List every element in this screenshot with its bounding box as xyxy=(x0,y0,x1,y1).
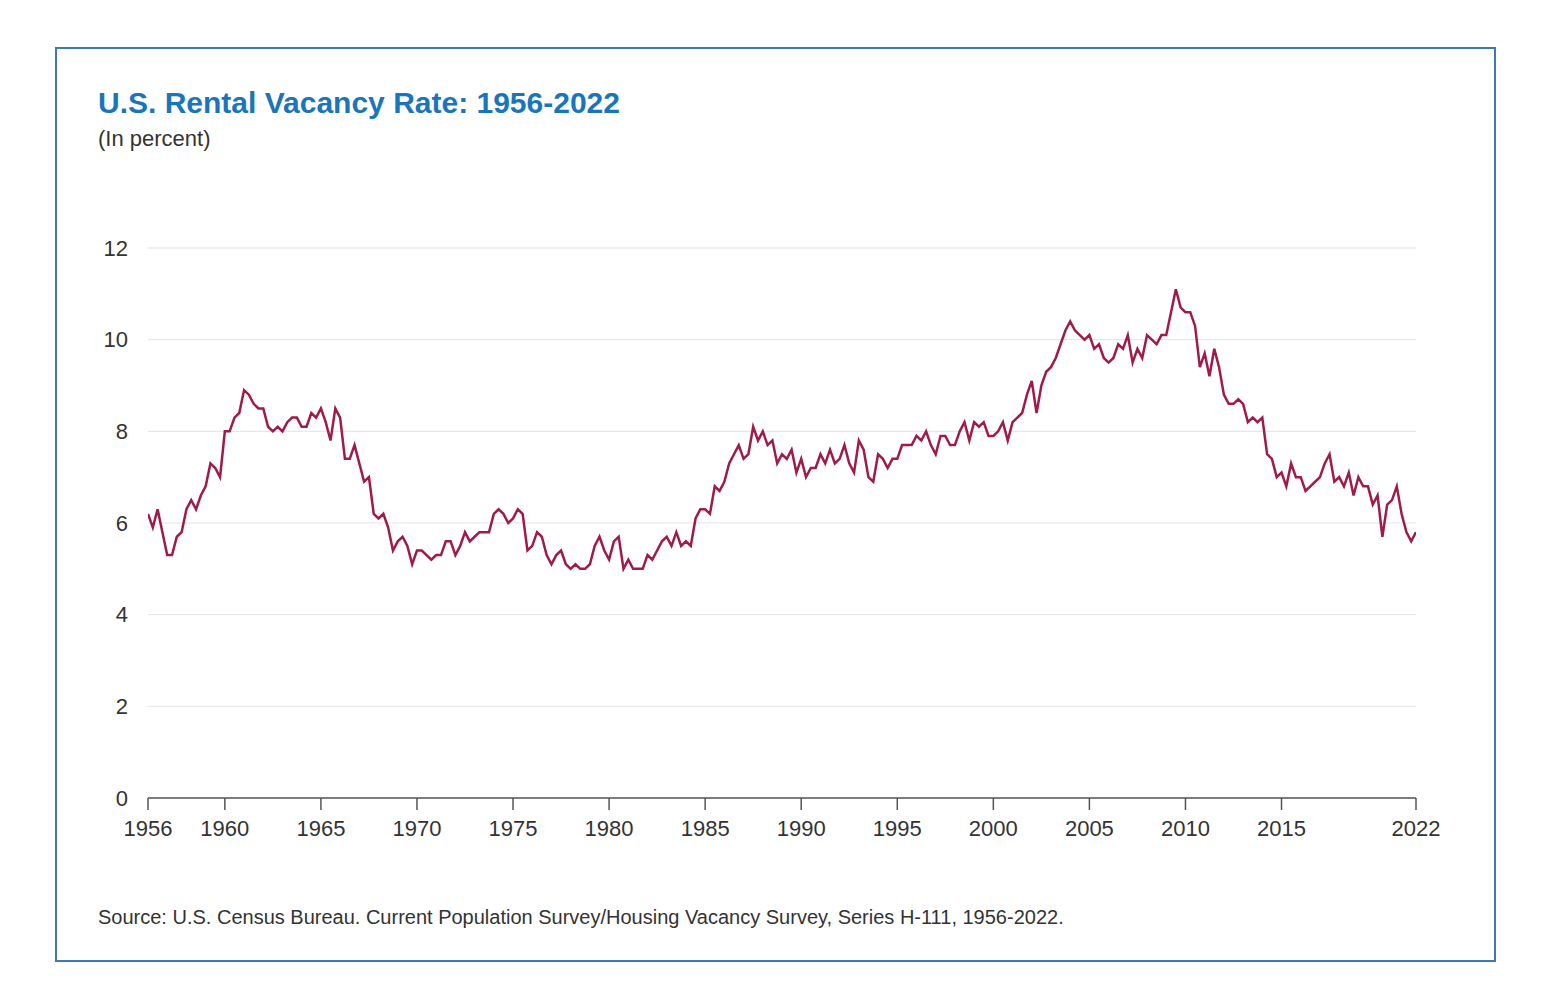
svg-text:1960: 1960 xyxy=(200,816,249,841)
svg-text:1995: 1995 xyxy=(873,816,922,841)
html-text:(In percent): (In percent) xyxy=(98,126,211,151)
svg-text:4: 4 xyxy=(116,602,128,627)
svg-text:1990: 1990 xyxy=(777,816,826,841)
svg-text:1985: 1985 xyxy=(681,816,730,841)
svg-text:1980: 1980 xyxy=(585,816,634,841)
svg-text:2010: 2010 xyxy=(1161,816,1210,841)
svg-text:1956: 1956 xyxy=(124,816,173,841)
html-text:U.S. Rental Vacancy Rate: 1956: U.S. Rental Vacancy Rate: 1956-2022 xyxy=(98,86,620,119)
svg-text:1965: 1965 xyxy=(296,816,345,841)
svg-text:8: 8 xyxy=(116,419,128,444)
svg-text:1975: 1975 xyxy=(489,816,538,841)
html-text:Source: U.S. Census Bureau. Cu: Source: U.S. Census Bureau. Current Popu… xyxy=(98,906,1064,928)
svg-text:2: 2 xyxy=(116,694,128,719)
svg-text:12: 12 xyxy=(104,236,128,261)
svg-text:2005: 2005 xyxy=(1065,816,1114,841)
svg-text:1970: 1970 xyxy=(392,816,441,841)
svg-text:10: 10 xyxy=(104,327,128,352)
svg-text:0: 0 xyxy=(116,786,128,811)
svg-text:2022: 2022 xyxy=(1392,816,1441,841)
svg-text:6: 6 xyxy=(116,511,128,536)
svg-text:2015: 2015 xyxy=(1257,816,1306,841)
svg-text:2000: 2000 xyxy=(969,816,1018,841)
